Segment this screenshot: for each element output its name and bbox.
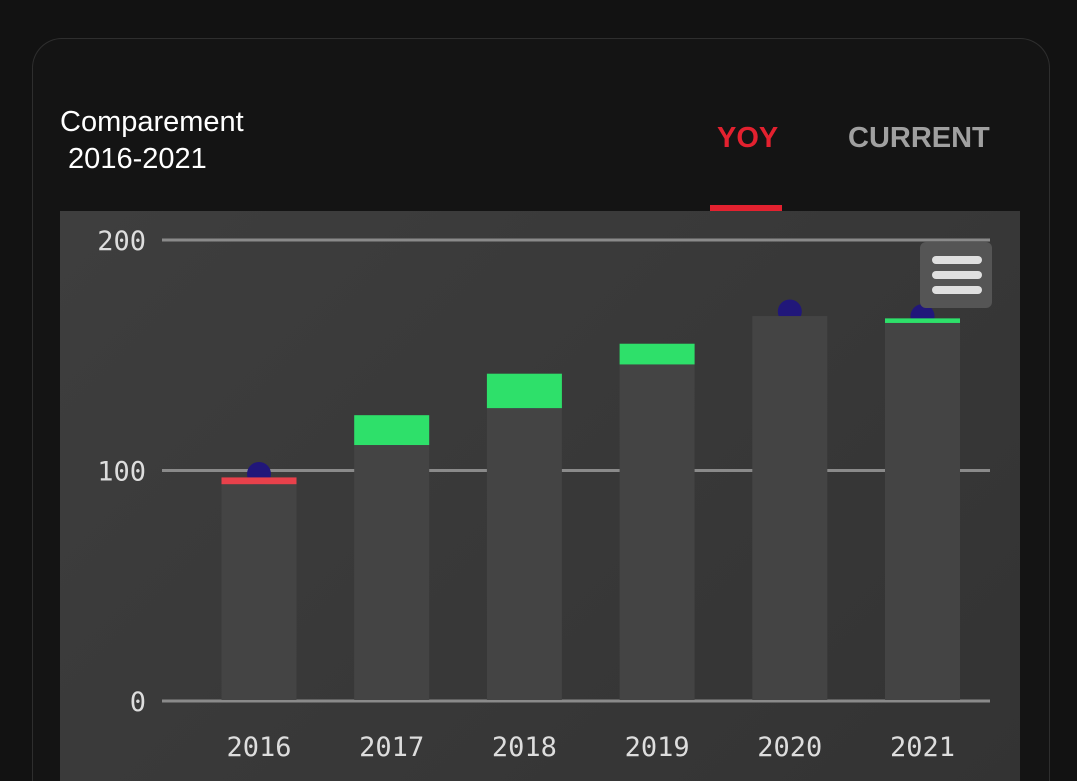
base-bar [486, 408, 562, 700]
menu-line-icon [932, 286, 982, 294]
y-tick-label: 100 [97, 457, 146, 488]
base-bar [619, 364, 695, 700]
change-bar [885, 318, 960, 323]
x-tick-label: 2018 [492, 732, 557, 763]
change-bar [221, 477, 297, 485]
base-bar [221, 484, 297, 700]
change-bar [486, 373, 562, 409]
y-tick-label: 200 [97, 226, 146, 257]
x-tick-label: 2020 [757, 732, 822, 763]
x-tick-label: 2021 [890, 732, 955, 763]
chart-menu-button[interactable] [920, 242, 992, 308]
change-bar [354, 415, 430, 446]
active-tab-indicator [710, 205, 782, 211]
change-bar [619, 343, 695, 365]
x-tick-label: 2017 [359, 732, 424, 763]
chart-title: Comparement 2016-2021 [60, 106, 244, 175]
menu-line-icon [932, 256, 982, 264]
menu-line-icon [932, 271, 982, 279]
base-bar [885, 322, 960, 700]
tab-current[interactable]: CURRENT [848, 122, 990, 154]
base-bar [354, 445, 430, 700]
base-bar [752, 316, 828, 700]
x-tick-label: 2019 [625, 732, 690, 763]
y-tick-label: 0 [130, 687, 146, 718]
x-tick-label: 2016 [226, 732, 291, 763]
tab-yoy[interactable]: YOY [717, 122, 779, 154]
